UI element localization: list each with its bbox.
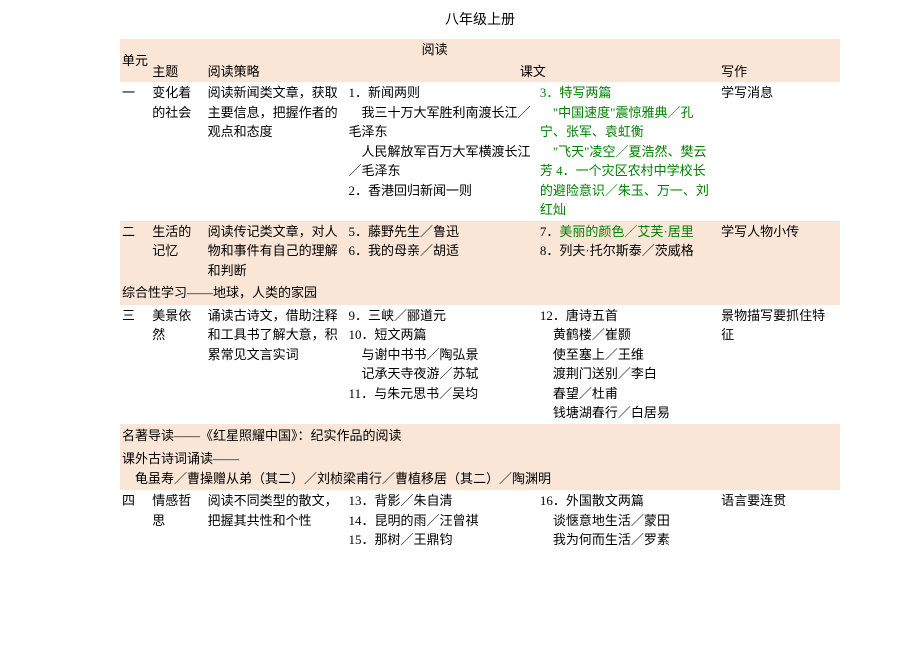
header-writing: 写作	[719, 39, 840, 82]
unit2-texts-left: 5．藤野先生／鲁迅 6．我的母亲／胡适	[347, 221, 538, 282]
unit3-strategy: 诵读古诗文，借助注释和工具书了解大意，积累常见文言实词	[206, 305, 347, 424]
header-unit: 单元	[120, 39, 150, 82]
unit4-num: 四	[120, 490, 150, 551]
unit2-writing: 学写人物小传	[719, 221, 840, 282]
header-strategy: 阅读策略	[206, 61, 347, 83]
unit4-texts-left: 13．背影／朱自清 14．昆明的雨／汪曾祺 15．那树／王鼎钧	[347, 490, 538, 551]
unit4-texts-right: 16．外国散文两篇 谈惬意地生活／蒙田 我为何而生活／罗素	[538, 490, 719, 551]
unit2-num: 二	[120, 221, 150, 282]
unit2-text7: 7．	[540, 224, 560, 239]
header-theme: 主题	[150, 61, 205, 83]
unit1-strategy: 阅读新闻类文章，获取主要信息，把握作者的观点和态度	[206, 82, 347, 221]
unit1-texts-left: 1．新闻两则 我三十万大军胜利南渡长江／毛泽东 人民解放军百万大军横渡长江／毛泽…	[347, 82, 538, 221]
header-texts: 课文	[347, 61, 720, 83]
unit3-texts-left: 9．三峡／郦道元 10．短文两篇 与谢中书书／陶弘景 记承天寺夜游／苏轼 11．…	[347, 305, 538, 424]
unit2-theme: 生活的记忆	[150, 221, 205, 282]
unit4-theme: 情感哲思	[150, 490, 205, 551]
unit1-texts-right: 3．特写两篇 "中国速度"震惊雅典／孔宁、张军、袁虹衡 "飞天"凌空／夏浩然、樊…	[538, 82, 719, 221]
unit4-writing: 语言要连贯	[719, 490, 840, 551]
spanner-activity1: 综合性学习——地球，人类的家园	[120, 281, 840, 305]
curriculum-table: 单元 阅读 写作 主题 阅读策略 课文 一 变化着的社会 阅读新闻类文章，获取主…	[120, 39, 840, 551]
unit3-theme: 美景依然	[150, 305, 205, 424]
unit4-strategy: 阅读不同类型的散文，把握其共性和个性	[206, 490, 347, 551]
spanner-masterwork: 名著导读——《红星照耀中国》：纪实作品的阅读	[120, 424, 840, 448]
header-reading: 阅读	[150, 39, 719, 61]
unit3-num: 三	[120, 305, 150, 424]
unit3-texts-right: 12．唐诗五首 黄鹤楼／崔颢 使至塞上／王维 渡荆门送别／李白 春望／杜甫 钱塘…	[538, 305, 719, 424]
unit1-num: 一	[120, 82, 150, 221]
spanner-poetry-list: 龟虽寿／曹操赠从弟（其二）／刘桢梁甫行／曹植移居（其二）／陶渊明	[120, 469, 840, 491]
unit2-texts-right: 7．美丽的颜色／艾芙·居里 8．列夫·托尔斯泰／茨威格	[538, 221, 719, 282]
spanner-poetry-head: 课外古诗词诵读——	[120, 447, 840, 469]
unit2-text7b: 美丽的颜色／艾芙·居里	[559, 224, 693, 239]
unit3-writing: 景物描写要抓住特征	[719, 305, 840, 424]
page-title: 八年级上册	[120, 10, 840, 31]
unit1-theme: 变化着的社会	[150, 82, 205, 221]
unit1-writing: 学写消息	[719, 82, 840, 221]
unit2-strategy: 阅读传记类文章，对人物和事件有自己的理解和判断	[206, 221, 347, 282]
unit2-text8: 8．列夫·托尔斯泰／茨威格	[540, 243, 694, 258]
